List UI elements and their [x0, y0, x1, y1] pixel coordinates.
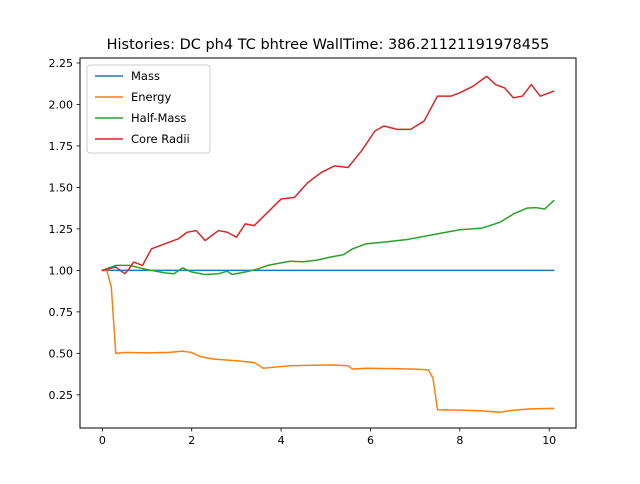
y-tick-label: 1.00: [49, 264, 74, 277]
x-tick-label: 0: [99, 434, 106, 447]
chart-title: Histories: DC ph4 TC bhtree WallTime: 38…: [107, 37, 550, 53]
y-tick-label: 1.25: [49, 223, 74, 236]
y-tick-label: 0.25: [49, 389, 74, 402]
x-tick-label: 4: [278, 434, 285, 447]
y-tick-label: 0.75: [49, 306, 74, 319]
y-tick-label: 0.50: [49, 347, 74, 360]
y-tick-label: 2.25: [49, 57, 74, 70]
legend-box: [86, 64, 211, 154]
x-tick-label: 8: [456, 434, 463, 447]
legend: Mass Energy Half-Mass Core Radii: [86, 64, 211, 154]
axes-frame: [79, 57, 577, 429]
y-tick-label: 1.75: [49, 140, 74, 153]
y-tick-label: 1.50: [49, 181, 74, 194]
x-tick-label: 6: [367, 434, 374, 447]
y-tick-label: 2.00: [49, 98, 74, 111]
x-tick-label: 2: [188, 434, 195, 447]
plot-area: [101, 75, 555, 413]
series-line-core-radii: [101, 75, 555, 275]
legend-label: Half-Mass: [131, 111, 186, 125]
legend-label: Mass: [131, 69, 160, 83]
series-line-half-mass: [101, 199, 555, 276]
axis-ticks: 0 2 4 6 8 10 0.25 0.50 0.75 1.00 1.25 1.50 1.75 2.00 2…: [49, 57, 557, 447]
legend-label: Energy: [131, 90, 171, 104]
series-line-energy: [101, 269, 555, 413]
x-tick-label: 10: [542, 434, 556, 447]
legend-label: Core Radii: [131, 132, 190, 146]
